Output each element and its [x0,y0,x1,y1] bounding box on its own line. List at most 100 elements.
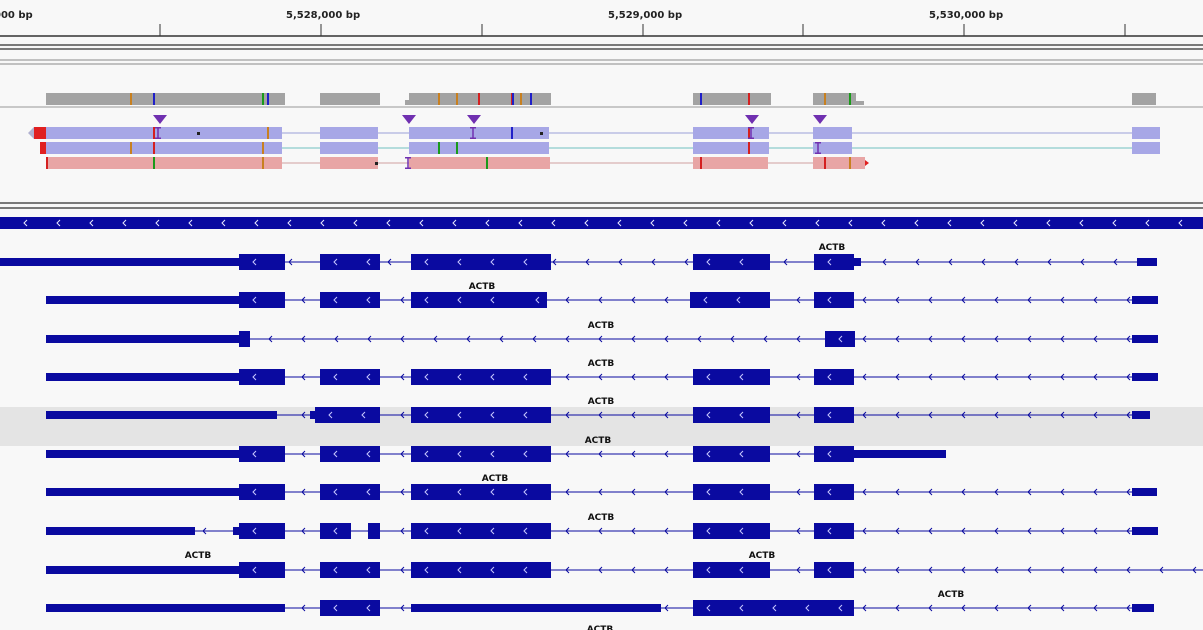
alignment-track[interactable] [28,115,1160,169]
coverage-mismatch [262,93,264,105]
exon-chevron-icon [424,488,429,496]
refseq-gene-track[interactable]: ACTB ACTB ACTB ACTB ACTB ACTB ACTB ACTB ACTB ACTB… [0,243,1203,630]
intron-chevron-icon [433,335,438,343]
transcript-label: ACTB [185,551,212,561]
strand-chevron-icon [23,219,28,227]
intron-chevron-icon [1060,373,1065,381]
strand-chevron-icon [947,219,952,227]
exon-chevron-icon [523,566,528,574]
utr-block [1137,258,1157,266]
exon-block [814,484,854,500]
exon-block [411,254,551,270]
intron-chevron-icon [400,411,405,419]
intron-chevron-icon [961,527,966,535]
exon-block [522,292,547,308]
strand-chevron-icon [1046,219,1051,227]
intron-chevron-icon [664,527,669,535]
intron-chevron-icon [301,604,306,612]
intron-chevron-icon [565,296,570,304]
intron-chevron-icon [895,335,900,343]
exon-block [320,484,380,500]
intron-chevron-icon [631,488,636,496]
exon-block [814,446,854,462]
read-mismatch [262,142,264,154]
intron-chevron-icon [1093,527,1098,535]
transcript[interactable]: ACTB [46,321,1158,347]
exon-block [411,523,551,539]
read-deletion [375,162,378,165]
intron-chevron-icon [1027,604,1032,612]
transcript[interactable]: ACTB [46,474,1157,500]
transcript[interactable]: ACTB [0,243,1157,270]
read-clip-arrow [865,160,869,166]
read-mismatch [486,157,488,169]
ruler[interactable]: 000 bp 5,528,000 bp 5,529,000 bp 5,530,0… [0,10,1203,37]
utr-block [46,566,239,574]
intron-chevron-icon [598,527,603,535]
transcript[interactable]: ACTB [46,359,1158,385]
intron-chevron-icon [895,604,900,612]
insertion-marker [748,127,754,139]
exon-chevron-icon [490,488,495,496]
intron-chevron-icon [994,566,999,574]
soft-clip [34,127,46,139]
transcript-label: ACTB [588,359,615,369]
utr-block [1132,411,1150,419]
read-mismatch [267,127,269,139]
intron-chevron-icon [895,373,900,381]
intron-chevron-icon [994,335,999,343]
transcript[interactable]: ACTB [46,397,1150,423]
intron-chevron-icon [1093,296,1098,304]
intron-chevron-icon [1027,373,1032,381]
transcript[interactable]: ACTB [587,625,614,630]
intron-chevron-icon [631,335,636,343]
strand-chevron-icon [584,219,589,227]
exon-block [239,562,285,578]
exon-block [239,446,285,462]
intron-chevron-icon [1126,527,1131,535]
intron-chevron-icon [400,373,405,381]
intron-chevron-icon [598,488,603,496]
exon-chevron-icon [706,373,711,381]
intron-chevron-icon [565,566,570,574]
exon-chevron-icon [424,373,429,381]
exon-chevron-icon [827,373,832,381]
exon-block [411,484,551,500]
transcript-label: ACTB [588,321,615,331]
exon-chevron-icon [739,604,744,612]
exon-chevron-icon [827,450,832,458]
utr-block [46,488,239,496]
intron-chevron-icon [301,488,306,496]
intron-chevron-icon [1126,488,1131,496]
transcript[interactable]: ACTB [46,436,946,462]
transcript[interactable]: ACTB [46,282,1158,308]
intron-chevron-icon [301,411,306,419]
read-block [46,157,282,169]
exon-chevron-icon [333,296,338,304]
intron-chevron-icon [928,411,933,419]
coverage-mismatch [530,93,532,105]
intron-chevron-icon [631,373,636,381]
transcript[interactable]: ACTB [749,551,776,561]
read-mismatch [130,142,132,154]
intron-chevron-icon [598,566,603,574]
intron-chevron-icon [367,335,372,343]
strand-chevron-icon [683,219,688,227]
exon-block [320,254,380,270]
intron-chevron-icon [796,411,801,419]
intron-chevron-icon [334,335,339,343]
exon-chevron-icon [703,296,708,304]
intron-chevron-icon [1126,411,1131,419]
strand-chevron-icon [716,219,721,227]
exon-chevron-icon [333,604,338,612]
transcript[interactable]: ACTB [46,590,1154,616]
exon-chevron-icon [252,527,257,535]
transcript[interactable]: ACTB [46,551,1203,578]
exon-chevron-icon [736,296,741,304]
intron-chevron-icon [618,258,623,266]
transcript[interactable]: ACTB [46,513,1158,539]
coverage-mismatch [700,93,702,105]
coverage-track[interactable] [46,93,1156,105]
transcript-label: ACTB [588,513,615,523]
